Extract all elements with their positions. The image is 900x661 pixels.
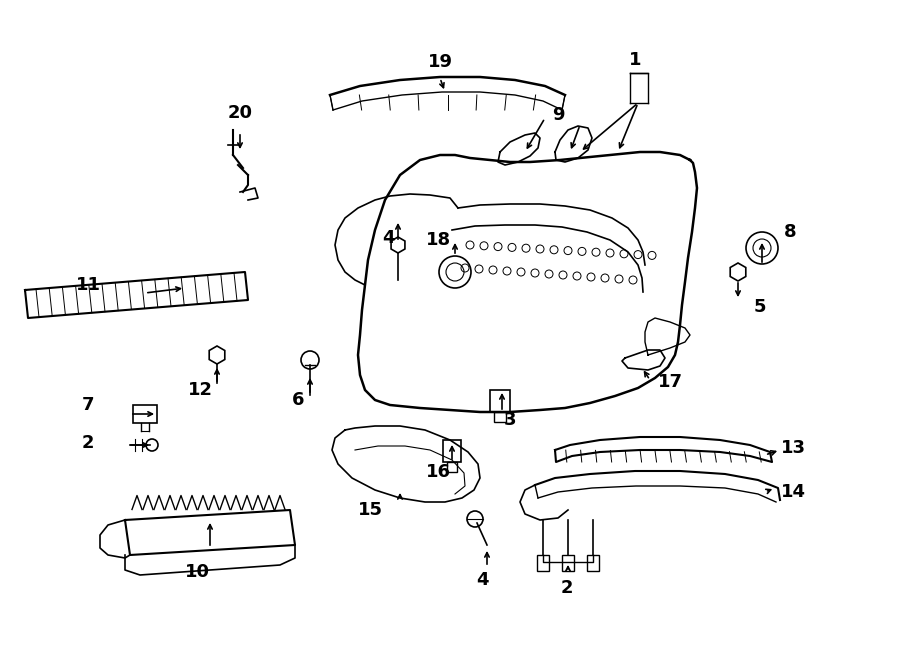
Text: 18: 18 [426,231,451,249]
Text: 2: 2 [82,434,94,452]
Text: 19: 19 [428,53,453,71]
Text: 7: 7 [82,396,94,414]
Bar [587,555,599,571]
Text: 15: 15 [357,501,382,519]
Text: 20: 20 [228,104,253,122]
Text: 11: 11 [76,276,101,294]
Bar [537,555,549,571]
Text: 16: 16 [426,463,451,481]
Bar [133,405,157,423]
Text: 12: 12 [187,381,212,399]
Bar [443,440,461,462]
Text: 10: 10 [184,563,210,581]
Text: 6: 6 [292,391,304,409]
Text: 8: 8 [784,223,796,241]
Text: 14: 14 [780,483,806,501]
Text: 4: 4 [382,229,394,247]
Bar [494,412,506,422]
Text: 5: 5 [754,298,766,316]
Text: 17: 17 [658,373,682,391]
Text: 4: 4 [476,571,488,589]
Text: 9: 9 [552,106,564,124]
Text: 3: 3 [504,411,517,429]
Bar [490,390,510,412]
Text: 1: 1 [629,51,641,69]
Bar [447,462,457,472]
Text: 2: 2 [561,579,573,597]
Bar [562,555,574,571]
Text: 13: 13 [780,439,806,457]
